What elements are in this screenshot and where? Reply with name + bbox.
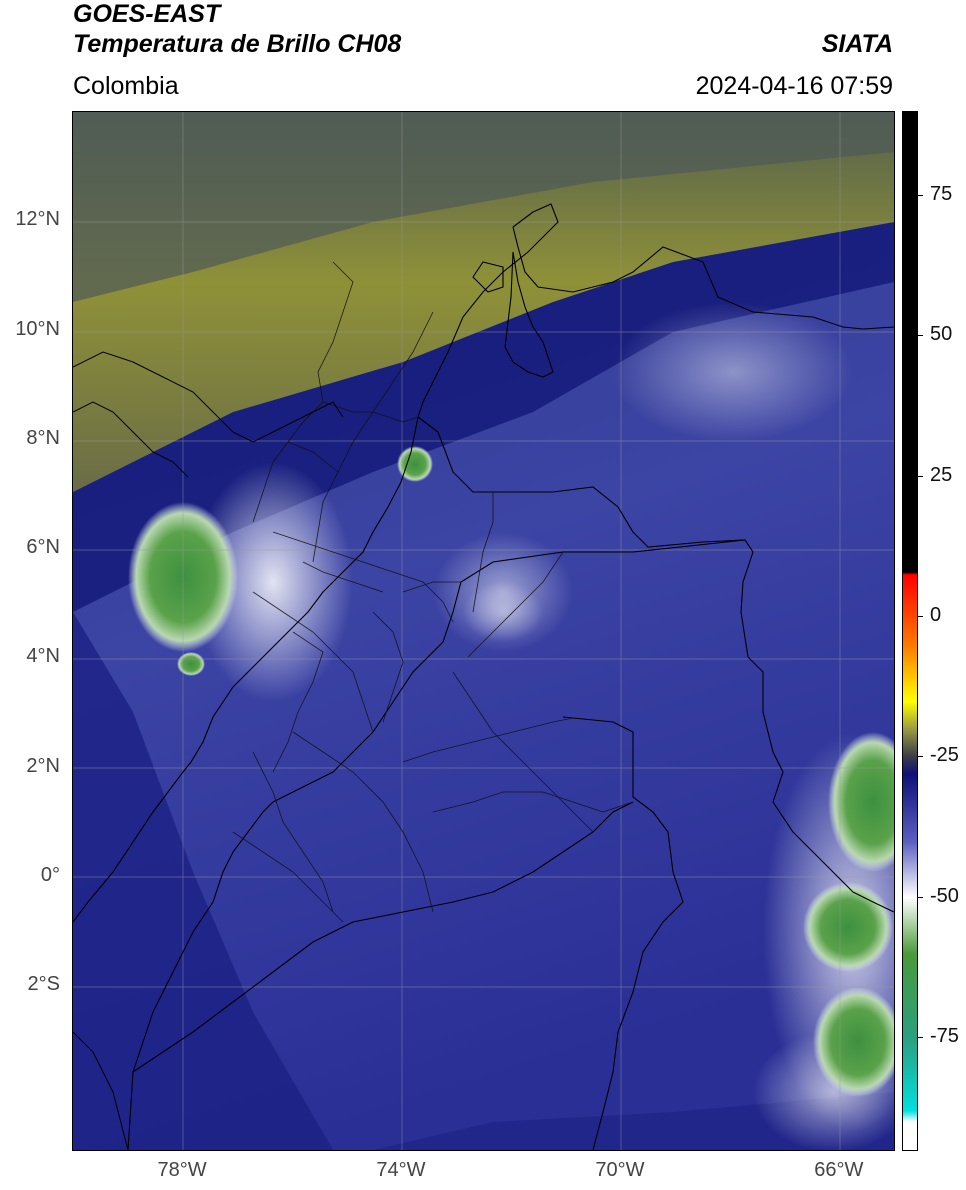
product-title: Temperatura de Brillo CH08 bbox=[73, 30, 402, 58]
lat-tick-label: 0° bbox=[40, 863, 60, 886]
lon-tick-label: 66°W bbox=[814, 1159, 864, 1181]
dry-dark-streak bbox=[73, 112, 894, 302]
colorbar bbox=[902, 111, 918, 1151]
convective-core-small bbox=[177, 652, 205, 676]
colorbar-tick-label: 25 bbox=[930, 463, 953, 486]
lat-tick-label: 2°S bbox=[27, 973, 60, 996]
lat-tick-label: 12°N bbox=[15, 208, 60, 231]
datetime-label: 2024-04-16 07:59 bbox=[695, 72, 893, 100]
panama-coast bbox=[73, 351, 344, 1150]
gridlines bbox=[73, 112, 894, 1150]
colorbar-tick-label: -25 bbox=[930, 744, 959, 767]
colorbar-fill bbox=[903, 112, 917, 1150]
colorbar-tick-mark bbox=[917, 1036, 923, 1038]
convective-core-amazon-3 bbox=[813, 987, 894, 1097]
department-borders bbox=[232, 261, 634, 923]
convective-core-catatumbo bbox=[397, 446, 433, 482]
convective-core-amazon-1 bbox=[828, 732, 894, 872]
lat-tick-label: 6°N bbox=[26, 536, 60, 559]
colorbar-tick-label: 50 bbox=[930, 323, 953, 346]
colorbar-tick-mark bbox=[917, 475, 923, 477]
lon-tick-label: 78°W bbox=[157, 1159, 207, 1181]
colorbar-tick-label: 75 bbox=[930, 183, 953, 206]
lat-tick-label: 10°N bbox=[15, 317, 60, 340]
colorbar-tick-mark bbox=[917, 896, 923, 898]
colorbar-tick-mark bbox=[917, 195, 923, 197]
colorbar-tick-mark bbox=[917, 756, 923, 758]
satellite-title: GOES-EAST bbox=[73, 0, 221, 28]
organization-label: SIATA bbox=[821, 30, 893, 58]
colorbar-tick-label: -75 bbox=[930, 1024, 959, 1047]
lat-tick-label: 2°N bbox=[26, 754, 60, 777]
colorbar-tick-mark bbox=[917, 615, 923, 617]
lat-tick-label: 8°N bbox=[26, 426, 60, 449]
region-label: Colombia bbox=[73, 72, 179, 100]
lon-tick-label: 74°W bbox=[376, 1159, 426, 1181]
colorbar-tick-label: -50 bbox=[930, 884, 959, 907]
colorbar-tick-label: 0 bbox=[930, 603, 942, 626]
colorbar-tick-mark bbox=[917, 335, 923, 337]
deep-blue-band bbox=[73, 612, 333, 1150]
convective-core-amazon-2 bbox=[803, 882, 893, 972]
country-borders bbox=[73, 203, 894, 1150]
lat-tick-label: 4°N bbox=[26, 645, 60, 668]
satellite-map bbox=[72, 111, 895, 1151]
lon-tick-label: 70°W bbox=[595, 1159, 645, 1181]
